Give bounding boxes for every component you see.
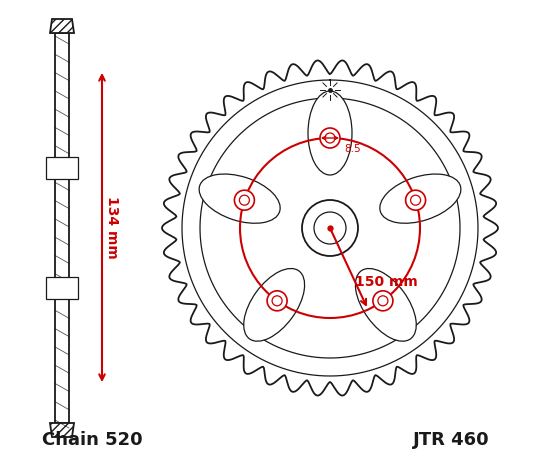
Text: 8.5: 8.5 [344, 144, 361, 154]
Circle shape [405, 190, 426, 210]
Bar [46, 157, 78, 179]
Ellipse shape [356, 269, 416, 341]
Circle shape [314, 212, 346, 244]
Text: JTR 460: JTR 460 [413, 431, 490, 449]
Circle shape [410, 195, 421, 205]
Text: 134 mm: 134 mm [105, 196, 119, 259]
Ellipse shape [244, 269, 305, 341]
Circle shape [320, 128, 340, 148]
Text: Chain 520: Chain 520 [42, 431, 143, 449]
Text: 150 mm: 150 mm [355, 275, 418, 289]
Circle shape [235, 190, 254, 210]
Bar [46, 277, 78, 299]
Circle shape [267, 291, 287, 311]
Circle shape [325, 133, 335, 143]
Ellipse shape [380, 174, 461, 223]
Circle shape [302, 200, 358, 256]
Ellipse shape [199, 174, 280, 223]
Circle shape [373, 291, 393, 311]
Circle shape [378, 296, 388, 306]
Circle shape [272, 296, 282, 306]
Circle shape [240, 195, 249, 205]
Ellipse shape [308, 91, 352, 175]
Polygon shape [50, 19, 74, 33]
Bar [55, 33, 69, 423]
Polygon shape [50, 423, 74, 437]
